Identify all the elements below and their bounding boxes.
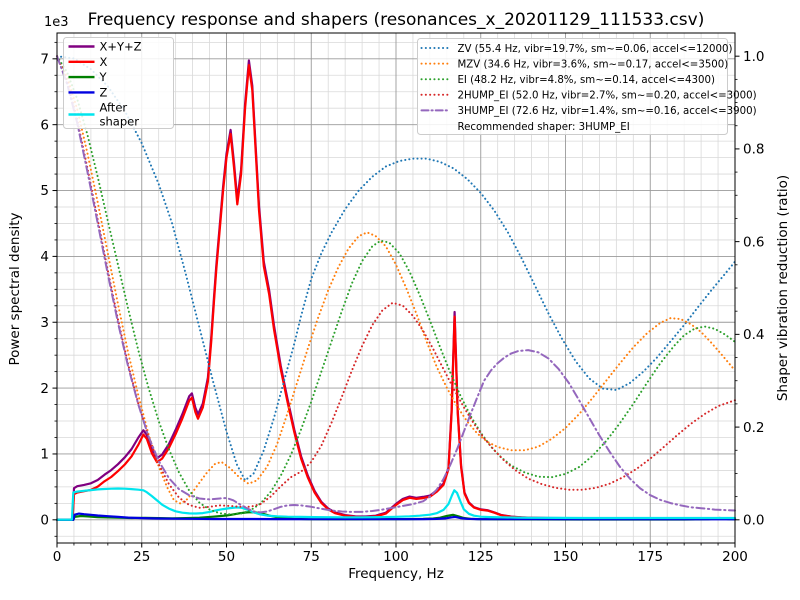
legend-entry-z: Z <box>100 85 108 99</box>
curve-ei <box>56 55 736 516</box>
x-tick-label: 200 <box>722 549 748 565</box>
curve-z <box>55 512 737 521</box>
legend-psd <box>63 37 174 129</box>
y-axis-label-left: Power spectral density <box>7 212 23 366</box>
x-tick-label: 50 <box>218 549 235 565</box>
x-tick-label: 25 <box>133 549 150 565</box>
x-tick-label: 0 <box>53 549 62 565</box>
curve-zv <box>56 55 736 482</box>
curve-after-shaper <box>55 487 737 521</box>
y-left-tick-label: 0 <box>40 513 49 529</box>
y-axis-label-right: Shaper vibration reduction (ratio) <box>775 174 791 402</box>
curve-3hump-ei <box>56 55 736 514</box>
y-left-tick-label: 7 <box>40 52 49 68</box>
legend-entry-mzv: MZV (34.6 Hz, vibr=3.6%, sm~=0.17, accel… <box>458 59 729 70</box>
y-right-tick-label: 0.8 <box>743 142 764 158</box>
curve-mzv <box>56 55 736 505</box>
legend-entry-x: X <box>100 55 108 69</box>
x-tick-label: 125 <box>468 549 494 565</box>
y-right-tick-label: 1.0 <box>743 49 764 65</box>
y-left-tick-label: 3 <box>40 315 49 331</box>
y-right-tick-label: 0.2 <box>743 420 764 436</box>
legend-entry-y: Y <box>99 70 108 84</box>
x-tick-label: 75 <box>303 549 320 565</box>
y-right-tick-label: 0.6 <box>743 234 764 250</box>
legend-entry-after-shaper: shaper <box>100 114 140 128</box>
x-axis-label: Frequency, Hz <box>348 566 444 582</box>
legend-entry-3hump-ei: 3HUMP_EI (72.6 Hz, vibr=1.4%, sm~=0.16, … <box>458 106 757 117</box>
y-left-tick-label: 5 <box>40 183 49 199</box>
legend-entry-ei: EI (48.2 Hz, vibr=4.8%, sm~=0.14, accel<… <box>458 75 715 86</box>
y-left-tick-label: 4 <box>40 249 49 265</box>
x-tick-label: 150 <box>553 549 579 565</box>
legend-entry-zv: ZV (55.4 Hz, vibr=19.7%, sm~=0.06, accel… <box>458 44 733 55</box>
legend-note: Recommended shaper: 3HUMP_EI <box>458 122 630 133</box>
chart-title: Frequency response and shapers (resonanc… <box>87 10 705 30</box>
curve-2hump-ei <box>56 55 736 509</box>
y-right-tick-label: 0.0 <box>743 513 764 529</box>
y-left-tick-label: 6 <box>40 117 49 133</box>
y-axis-offset-text: 1e3 <box>44 15 69 30</box>
legend-entry-x-y-z: X+Y+Z <box>100 40 142 54</box>
legend-entry-after-shaper: After <box>100 101 128 115</box>
y-left-tick-label: 2 <box>40 381 49 397</box>
y-right-tick-label: 0.4 <box>743 327 764 343</box>
curve-x <box>55 63 737 521</box>
legend-shapers <box>417 38 728 135</box>
x-tick-label: 100 <box>383 549 409 565</box>
x-tick-label: 175 <box>637 549 663 565</box>
legend-entry-2hump-ei: 2HUMP_EI (52.0 Hz, vibr=2.7%, sm~=0.20, … <box>458 91 757 102</box>
y-left-tick-label: 1 <box>40 447 49 463</box>
